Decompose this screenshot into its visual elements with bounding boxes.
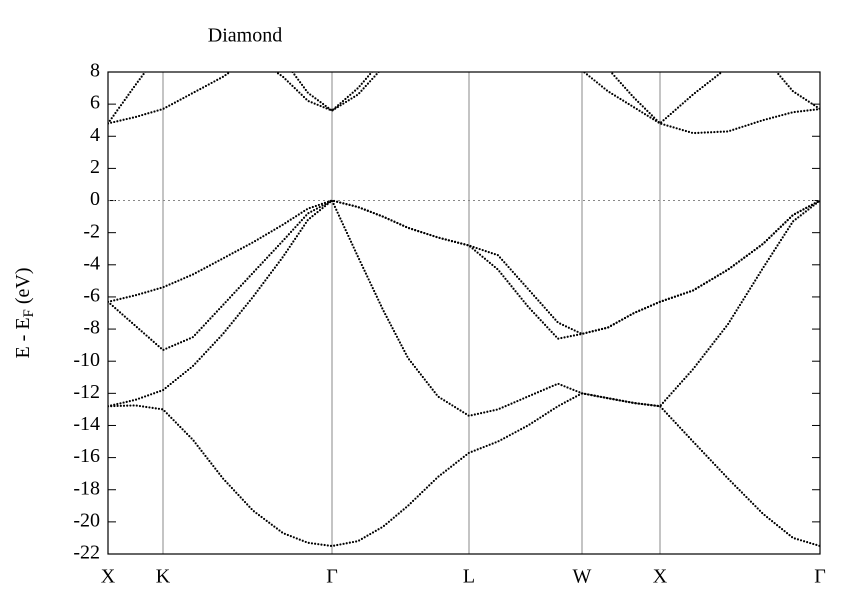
y-tick-label: 8 [90,60,100,82]
y-tick-label: -12 [73,381,100,403]
y-tick-label: -8 [83,317,100,339]
x-tick-label: X [101,566,116,588]
y-tick-label: 4 [90,124,100,146]
band-line [108,72,820,135]
y-tick-label: -22 [73,542,100,564]
bands [108,72,820,548]
band-line [108,392,820,548]
x-tick-label: K [156,566,171,588]
y-tick-label: -20 [73,509,100,531]
y-axis-label: E - EF (eV) [12,267,38,358]
band-line [108,72,820,125]
y-label-subscript: F [21,309,37,317]
x-tick-label: L [463,566,475,588]
y-tick-label: -14 [73,413,100,435]
chart-title: Diamond [208,25,282,47]
band-line [108,199,820,352]
band-line [108,199,820,336]
plot-frame [107,71,821,555]
y-tick-label: -16 [73,445,100,467]
y-tick-label: -4 [83,252,100,274]
band-line [108,198,820,417]
y-tick-label: -2 [83,220,100,242]
y-tick-label: -10 [73,349,100,371]
y-tick-label: -6 [83,285,100,307]
y-tick-label: 0 [90,188,100,210]
y-tick-label: 2 [90,156,100,178]
x-tick-label: Γ [326,566,338,588]
y-label-part: E - E [12,317,34,358]
x-tick-label: X [653,566,668,588]
y-tick-label: 6 [90,92,100,114]
y-tick-label: -18 [73,477,100,499]
x-tick-label: Γ [814,566,826,588]
y-label-part: (eV) [12,267,34,309]
x-tick-label: W [573,566,592,588]
